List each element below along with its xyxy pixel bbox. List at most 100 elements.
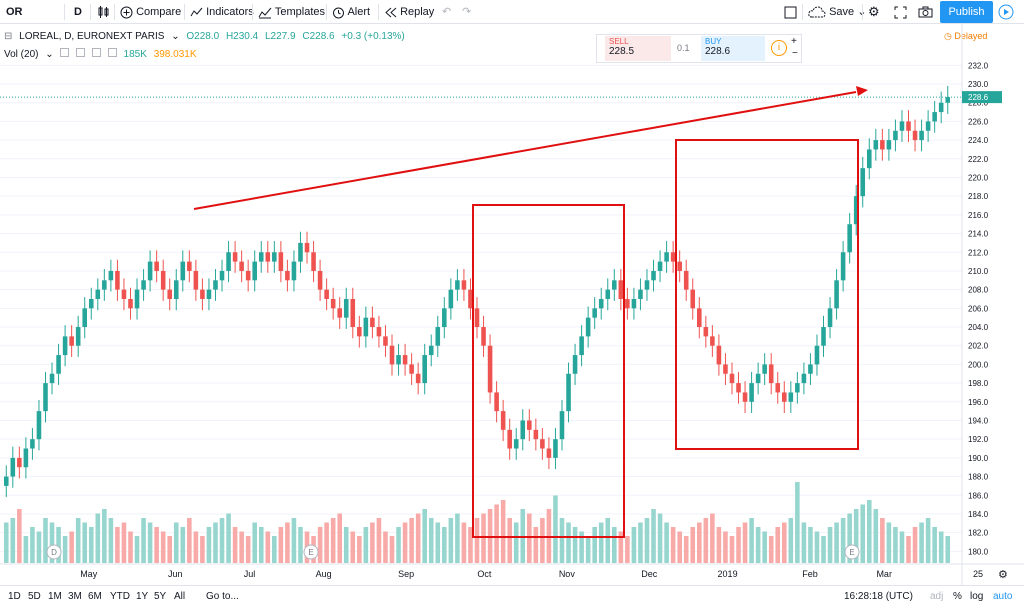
range-1m-button[interactable]: 1M: [48, 591, 62, 602]
candle-body: [494, 392, 499, 412]
buy-button[interactable]: BUY 228.6: [701, 36, 765, 61]
volume-bar: [206, 527, 212, 563]
candle-body: [683, 270, 689, 290]
price-tick-label: 218.0: [968, 192, 989, 201]
play-circle-icon: [998, 4, 1014, 20]
candle-body: [330, 298, 336, 309]
clock-time: 16:28:18 (UTC): [844, 591, 913, 602]
event-marker: [303, 544, 319, 560]
candle-body: [723, 364, 728, 374]
time-tick-label: 2019: [718, 569, 738, 579]
quantity-minus-button[interactable]: −: [792, 48, 798, 59]
fullscreen-button[interactable]: [894, 0, 907, 24]
volume-bar: [697, 522, 702, 563]
alert-button[interactable]: Alert: [332, 0, 370, 24]
undo-icon[interactable]: ↶: [442, 6, 452, 18]
candle-body: [239, 261, 244, 271]
volume-bar: [670, 527, 676, 563]
close-icon[interactable]: [91, 48, 101, 57]
highlight-box-1: [472, 204, 625, 538]
info-icon[interactable]: i: [771, 40, 787, 56]
settings-icon[interactable]: [76, 48, 86, 57]
candle-body: [206, 289, 212, 299]
volume-bar: [631, 527, 637, 563]
save-button[interactable]: Save ⌄: [808, 0, 866, 24]
volume-bar: [3, 522, 9, 563]
replay-play-button[interactable]: [998, 0, 1014, 24]
range-3m-button[interactable]: 3M: [68, 591, 82, 602]
divider: [862, 4, 863, 20]
candle-body: [657, 261, 663, 271]
replay-button[interactable]: Replay: [384, 0, 434, 24]
quantity-plus-button[interactable]: +: [791, 36, 797, 47]
settings-gear-icon[interactable]: ⚙: [868, 4, 880, 19]
time-tick-label: Mar: [876, 569, 892, 579]
axis-settings-icon[interactable]: ⚙: [998, 569, 1008, 581]
volume-bar: [213, 522, 218, 563]
volume-bar: [847, 513, 852, 563]
candle-body: [788, 392, 794, 402]
square-icon: [784, 6, 797, 19]
volume-bar: [755, 527, 761, 563]
range-all-button[interactable]: All: [174, 591, 186, 602]
time-tick-label: Dec: [641, 569, 658, 579]
candle-body: [265, 252, 271, 262]
range-ytd-button[interactable]: YTD: [110, 591, 130, 602]
divider: [252, 4, 253, 20]
volume-bar: [461, 522, 467, 563]
templates-button[interactable]: Templates: [258, 0, 325, 24]
trend-arrow-line: [193, 91, 857, 210]
redo-icon[interactable]: ↷: [462, 6, 472, 18]
candle-body: [507, 429, 512, 449]
volume-bar: [75, 518, 81, 563]
publish-button[interactable]: Publish: [940, 1, 993, 23]
candle-body: [853, 196, 859, 225]
percent-toggle[interactable]: %: [953, 591, 962, 602]
range-6m-button[interactable]: 6M: [88, 591, 102, 602]
more-icon[interactable]: [107, 48, 117, 57]
range-1y-button[interactable]: 1Y: [136, 591, 149, 602]
sell-button[interactable]: SELL 228.5: [605, 36, 671, 61]
volume-indicator-label[interactable]: Vol (20): [4, 49, 39, 60]
chart-style-button[interactable]: [96, 0, 110, 24]
volume-bar: [128, 531, 133, 563]
price-tick-label: 180.0: [968, 547, 989, 556]
candle-body: [886, 140, 892, 150]
symbol-title[interactable]: LOREAL, D, EURONEXT PARIS: [19, 31, 165, 42]
symbol-search[interactable]: OR: [6, 6, 23, 18]
chevron-down-icon[interactable]: ⌄: [45, 49, 54, 60]
candle-body: [23, 448, 29, 468]
candle-body: [592, 308, 597, 318]
bottom-toolbar: 1D 5D 1M 3M 6M YTD 1Y 5Y All Go to... 16:28:18 (…: [0, 585, 1024, 610]
indicators-button[interactable]: Indicators: [190, 0, 254, 24]
candle-body: [36, 411, 42, 440]
price-chart[interactable]: 232.0 230.0 228.0 226.0 224.0 222.0 220.0 218.0…: [0, 24, 1024, 585]
candle-body: [873, 140, 879, 150]
log-toggle[interactable]: log: [970, 591, 984, 602]
range-5y-button[interactable]: 5Y: [154, 591, 167, 602]
ohlc-close: C228.6: [302, 31, 335, 42]
volume-bar: [612, 527, 617, 563]
price-tick-label: 194.0: [968, 416, 989, 425]
range-5d-button[interactable]: 5D: [28, 591, 41, 602]
volume-bar: [343, 527, 349, 563]
volume-bar: [866, 500, 872, 563]
auto-toggle[interactable]: auto: [993, 591, 1013, 602]
volume-bar: [330, 518, 336, 563]
candle-body: [827, 308, 833, 328]
eye-icon[interactable]: [60, 48, 70, 57]
price-tick-label: 182.0: [968, 529, 989, 538]
highlight-box-2: [675, 139, 859, 450]
chevron-down-icon[interactable]: ⌄: [171, 31, 180, 42]
adj-toggle[interactable]: adj: [930, 591, 944, 602]
fullscreen-layout-button[interactable]: [784, 0, 797, 24]
range-1d-button[interactable]: 1D: [8, 591, 21, 602]
candle-body: [10, 457, 16, 477]
candle-body: [461, 280, 467, 290]
goto-button[interactable]: Go to...: [206, 591, 239, 602]
price-tick-label: 226.0: [968, 117, 989, 126]
compare-button[interactable]: Compare: [120, 0, 181, 24]
interval-selector[interactable]: D: [74, 6, 82, 18]
collapse-icon[interactable]: ⊟: [4, 31, 13, 42]
snapshot-button[interactable]: [918, 0, 933, 24]
